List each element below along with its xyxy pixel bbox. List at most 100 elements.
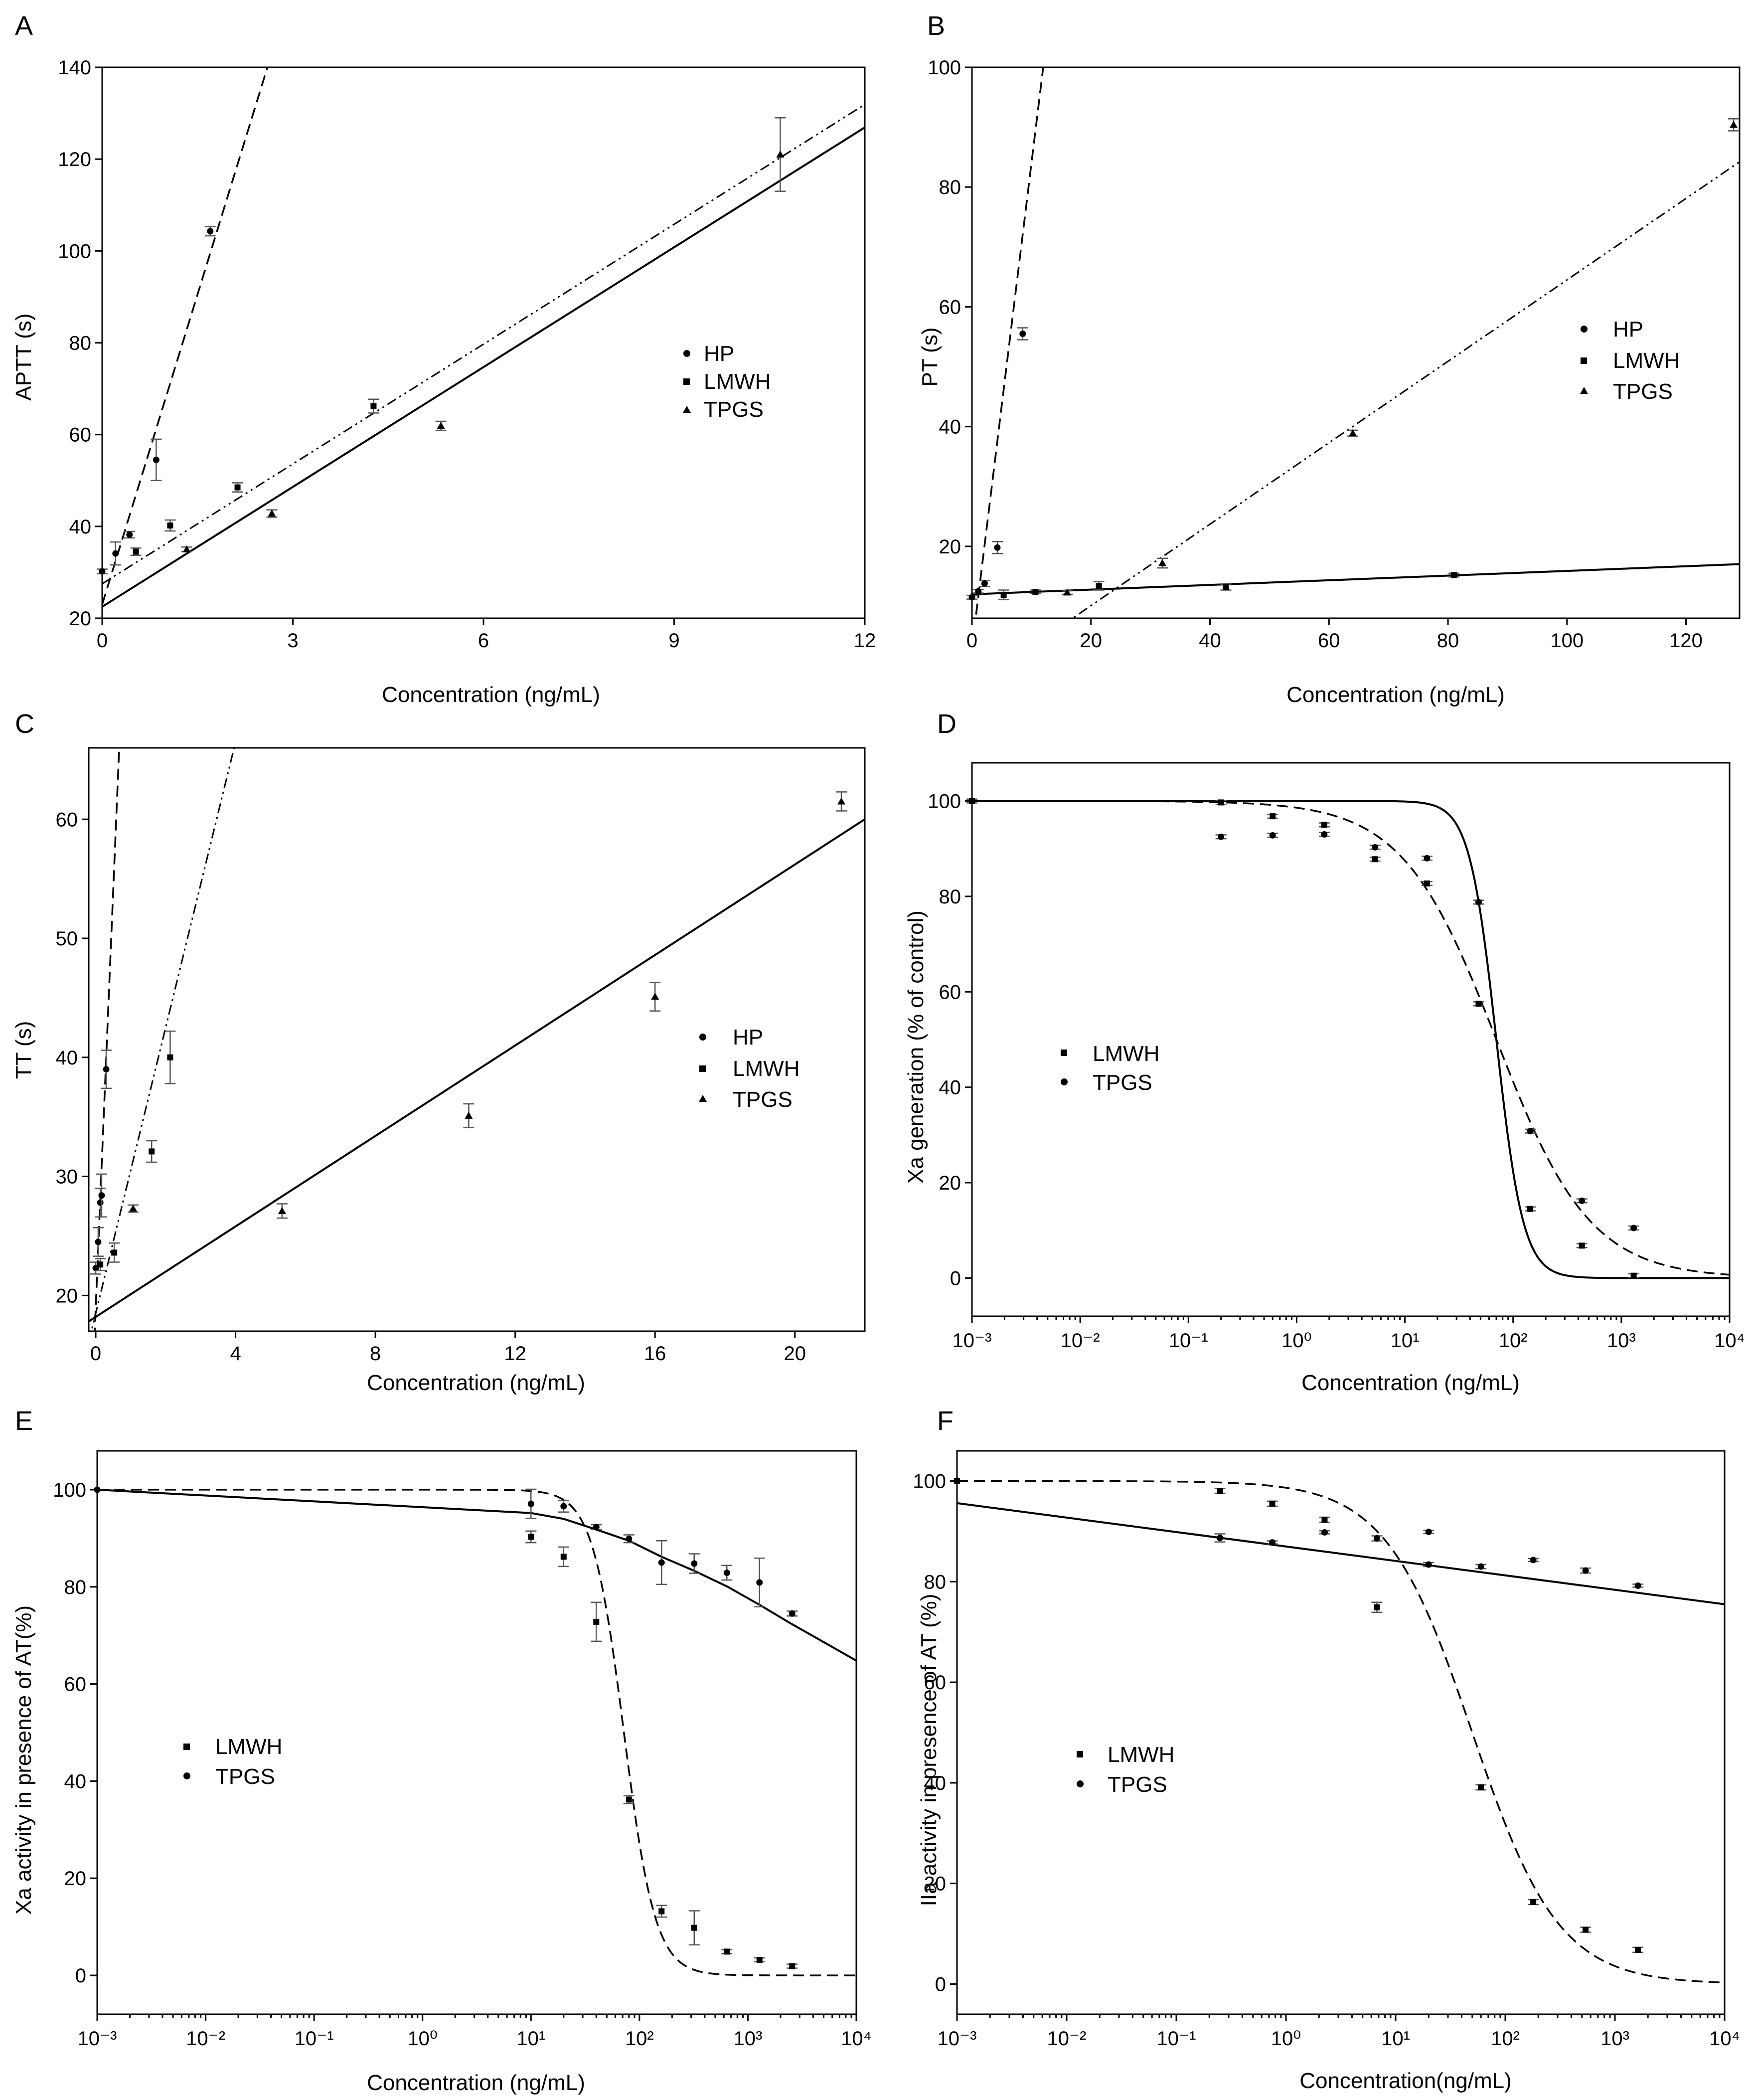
panel-e-y-tick-label: 40 (64, 1770, 87, 1792)
panel-e-point-tpgs (626, 1535, 633, 1542)
panel-e-series-tpgs (94, 1486, 798, 1617)
panel-b-x-tick-label: 80 (1437, 630, 1459, 652)
panel-d-x-tick-label: 10⁻² (1061, 1330, 1100, 1352)
panel-a-legend-label-tpgs: TPGS (704, 397, 764, 422)
panel-c-point-tpgs (651, 993, 659, 1000)
panel-c-series-lmwh (95, 1031, 176, 1271)
panel-e-y-tick-label: 100 (53, 1479, 86, 1501)
panel-f-point-tpgs (1425, 1528, 1432, 1535)
panel-c-legend-marker-lmwh (699, 1065, 706, 1072)
panel-a-y-tick-label: 140 (58, 57, 91, 79)
panel-d-legend-label-lmwh: LMWH (1093, 1042, 1159, 1066)
panel-e-legend-label-tpgs: TPGS (215, 1764, 275, 1789)
panel-d-legend-label-tpgs: TPGS (1093, 1070, 1152, 1095)
panel-c-point-tpgs (837, 797, 846, 805)
panel-c-x-tick-label: 8 (370, 1343, 381, 1365)
panel-e-fit-lmwh (97, 1489, 856, 1976)
panel-a-x-tick-label: 12 (854, 630, 876, 652)
panel-f-y-tick-label: 40 (924, 1772, 947, 1794)
panel-e-point-lmwh (528, 1534, 534, 1540)
panel-f-frame (956, 1450, 1726, 2015)
panel-b-y-tick-label: 40 (939, 416, 961, 438)
panel-a-point-lmwh (370, 403, 377, 409)
panel-b-point-lmwh (1450, 572, 1457, 578)
panel-f-x-tick-label: 10¹ (1381, 2028, 1410, 2050)
panel-d-point-tpgs (1475, 898, 1482, 905)
panel-f: F Concentration(ng/mL) IIa activity in p… (917, 1406, 1512, 2093)
panel-c-point-tpgs (129, 1205, 138, 1212)
panel-d-point-tpgs (1579, 1197, 1586, 1204)
panel-d-point-lmwh (1218, 799, 1224, 806)
panel-d-point-tpgs (1630, 1225, 1637, 1231)
panel-e-point-lmwh (658, 1908, 665, 1915)
panel-f-y-tick-label: 0 (935, 1973, 946, 1995)
panel-f-x-tick-label: 10⁴ (1709, 2028, 1740, 2050)
panel-f-point-lmwh (1478, 1784, 1484, 1790)
panel-e-x-tick-label: 10⁻³ (78, 2028, 117, 2050)
panel-d-x-tick-label: 10² (1499, 1330, 1528, 1352)
panel-e-point-lmwh (724, 1948, 730, 1955)
panel-e-point-lmwh (691, 1925, 697, 1931)
panel-b-plot: 0 20 40 60 80 100 120 20 40 60 80 100 (928, 57, 1741, 652)
panel-c-y-tick-label: 50 (56, 928, 78, 950)
panel-d-point-lmwh (1424, 880, 1430, 887)
panel-e-legend: LMWH TPGS (183, 1735, 282, 1789)
panel-e-point-tpgs (560, 1503, 567, 1510)
panel-b-y-tick-label: 80 (939, 176, 961, 198)
panel-b-fit-lmwh (972, 563, 1740, 595)
panel-a-legend-marker-lmwh (683, 378, 690, 385)
panel-a-x-tick-label: 6 (478, 630, 489, 652)
panel-f-point-tpgs (1373, 1535, 1380, 1542)
panel-b-legend-marker-hp (1581, 326, 1588, 333)
panel-b-legend-marker-tpgs (1580, 387, 1588, 394)
panel-f-legend-label-lmwh: LMWH (1108, 1743, 1174, 1767)
panel-d-x-tick-label: 10¹ (1391, 1330, 1420, 1352)
panel-f-y-tick-label: 20 (924, 1873, 947, 1895)
panel-e-point-tpgs (94, 1486, 101, 1493)
panel-a-point-hp (153, 456, 159, 463)
panel-a-point-lmwh (234, 484, 241, 491)
panel-f-point-lmwh (954, 1478, 960, 1484)
panel-e-point-tpgs (691, 1560, 698, 1567)
panel-a-fit-tpgs (102, 126, 865, 608)
panel-c-x-axis-title: Concentration (ng/mL) (367, 1371, 585, 1395)
panel-e-x-tick-label: 10⁰ (407, 2028, 438, 2050)
panel-b-legend-label-hp: HP (1613, 317, 1643, 342)
panel-f-fit-lmwh (957, 1480, 1725, 1984)
panel-f-point-tpgs (1269, 1539, 1276, 1546)
panel-f-fits (957, 1480, 1725, 1984)
panel-b-x-axis-title: Concentration (ng/mL) (1286, 683, 1505, 707)
panel-f-point-tpgs (1634, 1582, 1641, 1589)
panel-b-point-lmwh (1223, 584, 1229, 590)
panel-b-x-tick-label: 0 (966, 630, 977, 652)
panel-d-y-tick-label: 20 (939, 1172, 961, 1194)
panel-a-letter: A (15, 11, 33, 41)
panel-c-x-tick-label: 4 (230, 1343, 241, 1365)
panel-a-legend-marker-tpgs (683, 406, 691, 413)
panel-c-frame (88, 747, 866, 1332)
panel-c-y-tick-label: 40 (56, 1047, 78, 1069)
panel-d-y-tick-label: 60 (939, 981, 961, 1003)
panel-d-fit-tpgs (972, 800, 1730, 1276)
panel-d: D Concentration (ng/mL) Xa generation (%… (904, 709, 1520, 1395)
panel-c-x-tick-label: 20 (784, 1343, 806, 1365)
panel-a: A Concentration (ng/mL) APTT (s) HP LMWH… (11, 11, 771, 707)
panel-e-point-tpgs (527, 1500, 534, 1507)
panel-e-point-lmwh (626, 1796, 632, 1803)
panel-d-point-tpgs (1218, 833, 1225, 840)
panel-c-legend-label-lmwh: LMWH (733, 1056, 799, 1081)
panel-a-plot: 0 3 6 9 12 20 40 60 80 100 120 140 (58, 57, 876, 652)
panel-b-point-lmwh (1096, 583, 1102, 589)
panel-b-point-tpgs (1349, 429, 1357, 436)
panel-e-x-tick-label: 10² (625, 2028, 654, 2050)
panel-b-series-lmwh (998, 572, 1459, 601)
panel-c-letter: C (15, 709, 34, 739)
panel-f-y-tick-label: 80 (924, 1571, 947, 1593)
panel-e-y-tick-label: 20 (64, 1868, 87, 1890)
panel-b-point-hp (1019, 330, 1026, 337)
panel-a-fit-hp (102, 67, 269, 605)
panel-f-point-tpgs (1582, 1567, 1589, 1574)
panel-b-legend-label-tpgs: TPGS (1613, 379, 1673, 404)
